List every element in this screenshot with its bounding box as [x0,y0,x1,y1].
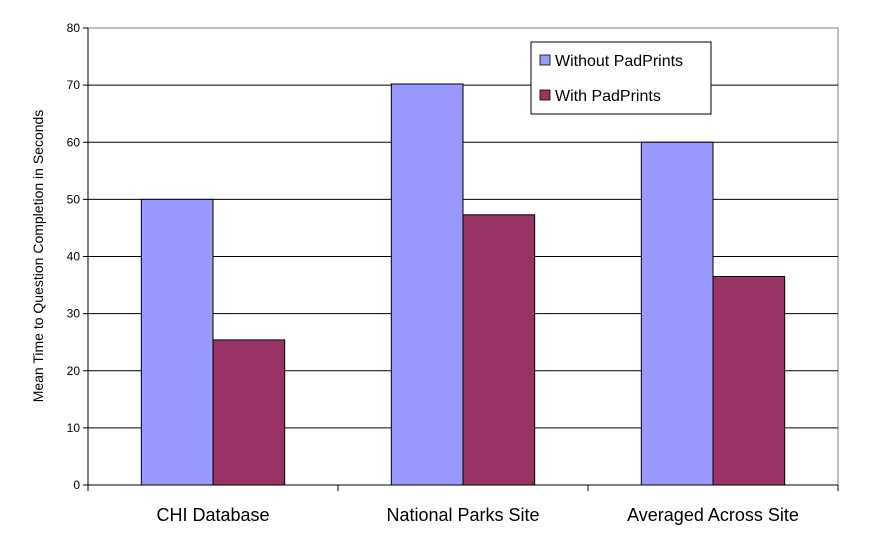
x-axis-ticks: CHI Database National Parks Site Averaged … [87,28,839,525]
legend: Without PadPrints With PadPrints [530,41,712,115]
bar-national-parks-site-without-padprints [390,83,464,486]
y-tick-label-40: 40 [67,250,81,264]
y-tick-label-80: 80 [67,21,81,35]
y-tick-label-20: 20 [67,364,81,378]
bar-national-parks-site-with-padprints [462,214,536,486]
y-tick-label-0: 0 [73,478,80,492]
y-axis-title: Mean Time to Question Completion in Seco… [30,110,46,403]
legend-box [530,41,712,115]
bar-averaged-across-site-without-padprints [640,141,714,486]
y-tick-label-60: 60 [67,135,81,149]
legend-label-without-padprints: Without PadPrints [555,53,683,70]
legend-label-with-padprints: With PadPrints [555,88,661,105]
x-tick-label-2: Averaged Across Site [627,505,799,525]
legend-swatch-without-padprints [539,54,551,66]
bars [140,83,786,486]
y-tick-label-10: 10 [67,421,81,435]
y-tick-label-70: 70 [67,78,81,92]
legend-swatch-with-padprints [539,89,551,101]
bar-chi-database-with-padprints [212,339,286,486]
x-tick-label-1: National Parks Site [386,505,539,525]
bar-averaged-across-site-with-padprints [712,275,786,486]
y-tick-label-50: 50 [67,192,81,206]
bar-chi-database-without-padprints [140,198,214,486]
y-axis-ticks: 0 10 20 30 40 50 60 70 80 [67,21,88,492]
y-tick-label-30: 30 [67,307,81,321]
x-tick-label-0: CHI Database [156,505,269,525]
